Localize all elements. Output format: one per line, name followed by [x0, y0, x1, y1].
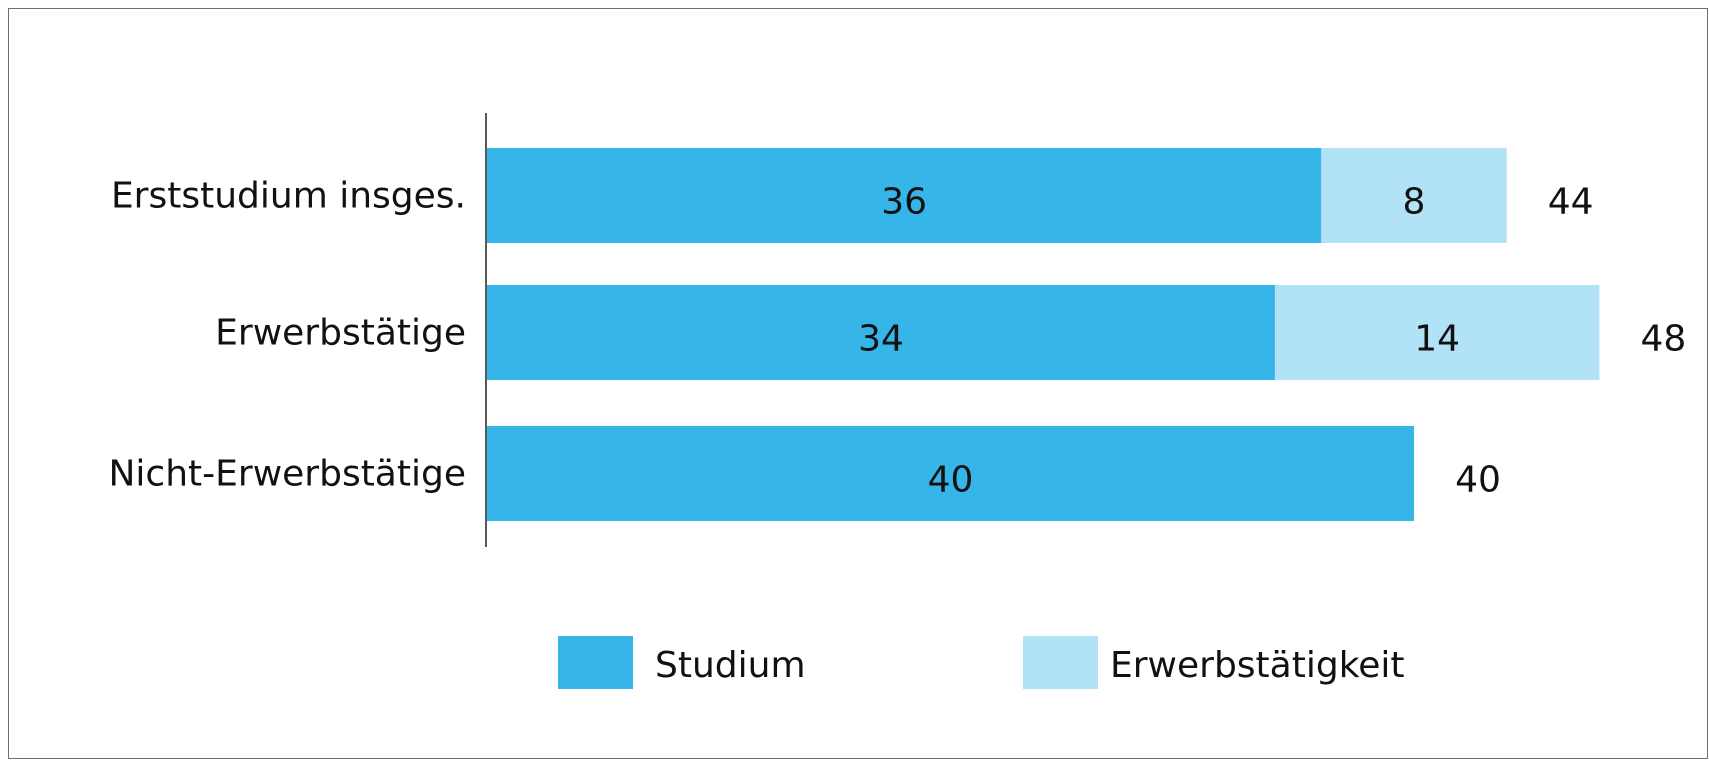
- bar-total-label: 48: [1640, 319, 1686, 360]
- legend-swatch-studium: [558, 636, 633, 689]
- legend-label: Erwerbstätigkeit: [1110, 645, 1405, 686]
- bar-value-label: 34: [858, 319, 904, 360]
- bar-value-label: 8: [1403, 182, 1426, 223]
- legend-swatch-erwerbstaetigkeit: [1023, 636, 1098, 689]
- bar-total-label: 40: [1455, 460, 1501, 501]
- category-label: Nicht-Erwerbstätige: [109, 454, 467, 495]
- bar-segment-studium: [487, 285, 1275, 380]
- bar-segment-erwerbstaetigkeit: [1321, 148, 1507, 243]
- bar-value-label: 36: [881, 182, 927, 223]
- chart-frame: [8, 8, 1708, 759]
- category-label: Erststudium insges.: [111, 176, 466, 217]
- bar-segment-erwerbstaetigkeit: [1274, 285, 1600, 380]
- bar-value-label: 14: [1414, 319, 1460, 360]
- legend-label: Studium: [655, 645, 806, 686]
- bar-segment-studium: [487, 148, 1322, 243]
- bar-value-label: 40: [928, 460, 974, 501]
- bar-segment-studium: [487, 426, 1414, 521]
- bar-total-label: 44: [1548, 182, 1594, 223]
- category-label: Erwerbstätige: [215, 313, 466, 354]
